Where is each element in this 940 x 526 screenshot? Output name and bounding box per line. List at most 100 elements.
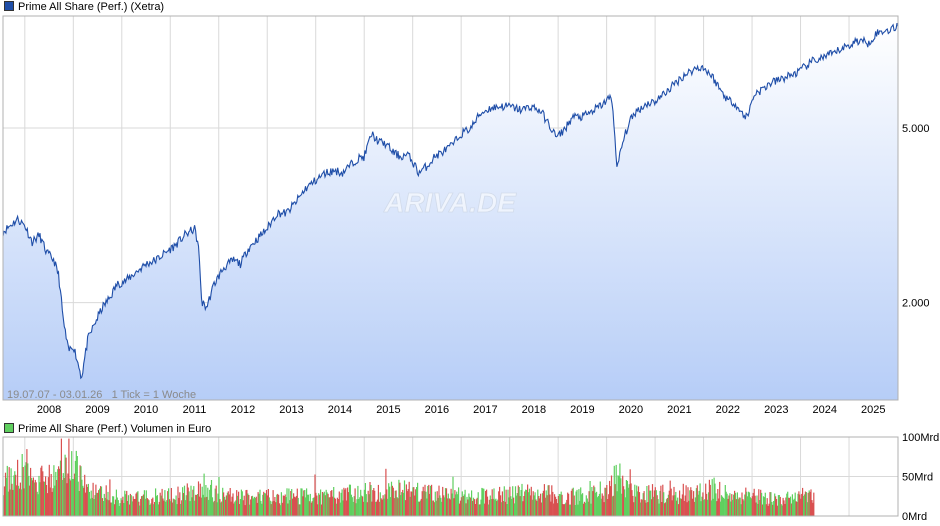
volume-bar (72, 478, 75, 516)
volume-bar (581, 494, 583, 516)
volume-bar (606, 485, 608, 516)
x-tick-label-2020: 2020 (619, 404, 643, 416)
volume-bar (196, 494, 199, 516)
volume-bar (487, 504, 489, 516)
volume-bar (276, 494, 278, 516)
volume-bar (85, 492, 87, 516)
volume-bar (670, 488, 672, 516)
volume-bar (237, 495, 239, 516)
volume-bar (67, 473, 69, 516)
volume-bar (108, 500, 110, 516)
volume-bar (750, 498, 752, 516)
volume-frame (2, 436, 899, 517)
volume-bar (489, 495, 491, 516)
volume-bar (410, 491, 412, 516)
volume-bar (651, 484, 654, 516)
volume-bar (34, 479, 36, 516)
volume-bar (648, 485, 650, 516)
volume-bar (633, 502, 635, 516)
volume-bar (517, 485, 519, 516)
volume-bar (511, 498, 513, 516)
volume-bar (792, 499, 794, 516)
volume-bar (512, 486, 514, 516)
volume-bar (379, 492, 381, 516)
volume-bar (427, 486, 429, 516)
x-tick-label-2011: 2011 (183, 404, 207, 416)
volume-bar (716, 501, 718, 516)
volume-bar (48, 464, 50, 516)
volume-bar (630, 483, 632, 516)
volume-bar (646, 486, 648, 516)
volume-bar (640, 499, 642, 516)
volume-bar (249, 504, 251, 516)
volume-bar (627, 487, 629, 516)
volume-bar (500, 502, 503, 516)
volume-bar (335, 503, 338, 516)
volume-bar (8, 467, 10, 516)
volume-bar (793, 498, 795, 516)
volume-bar (809, 491, 811, 516)
volume-bar (204, 497, 206, 516)
volume-bar (374, 490, 376, 516)
volume-bar (486, 489, 488, 516)
volume-bar (715, 493, 717, 516)
volume-bar (382, 495, 384, 516)
volume-bar (799, 494, 801, 516)
volume-bar (806, 502, 808, 516)
volume-bar (281, 502, 283, 516)
volume-bar (98, 490, 100, 516)
volume-bar (371, 501, 373, 516)
volume-bar (12, 489, 14, 516)
volume-bar (353, 496, 355, 516)
volume-bar (505, 489, 507, 516)
volume-bar (736, 492, 738, 516)
volume-bar (366, 502, 368, 516)
volume-bar (552, 491, 554, 516)
volume-bar (151, 498, 153, 516)
volume-bar (216, 502, 218, 516)
volume-bar (725, 491, 727, 516)
volume-bar (55, 471, 57, 516)
volume-bar (122, 496, 124, 516)
volume-bar (448, 498, 450, 516)
volume-bar (239, 499, 241, 516)
volume-bar (38, 475, 40, 516)
volume-bar (180, 503, 182, 516)
volume-bar (89, 498, 91, 516)
volume-bar (320, 489, 322, 516)
volume-bar (615, 464, 617, 516)
volume-bar (605, 487, 607, 516)
price-legend: Prime All Share (Perf.) (Xetra) (4, 1, 164, 13)
volume-bar (401, 492, 403, 516)
volume-bar (147, 499, 149, 516)
volume-bar (705, 483, 707, 516)
volume-bar (250, 499, 252, 516)
volume-bar (394, 490, 396, 516)
volume-bar (693, 501, 696, 516)
volume-legend-swatch (4, 423, 14, 433)
volume-bar (712, 498, 714, 516)
volume-bar (666, 498, 668, 516)
volume-bar (90, 490, 92, 516)
volume-bar (144, 498, 146, 516)
volume-bar (107, 491, 109, 516)
volume-bar (387, 498, 389, 516)
volume-bar (352, 501, 354, 516)
volume-bar (253, 496, 255, 516)
volume-bar (438, 485, 440, 516)
x-tick-label-2023: 2023 (764, 404, 788, 416)
volume-bar (545, 490, 547, 516)
volume-bar (507, 489, 509, 516)
volume-bar (602, 495, 604, 516)
x-tick-label-2016: 2016 (425, 404, 449, 416)
volume-bar (127, 495, 130, 516)
volume-bar (654, 487, 656, 516)
volume-bar (607, 499, 609, 516)
volume-bar (311, 501, 313, 516)
volume-bar (268, 497, 270, 516)
volume-bar (486, 496, 489, 516)
volume-bar (696, 485, 698, 516)
volume-bar (45, 476, 47, 516)
volume-bar (404, 500, 407, 516)
volume-bar (655, 490, 657, 516)
